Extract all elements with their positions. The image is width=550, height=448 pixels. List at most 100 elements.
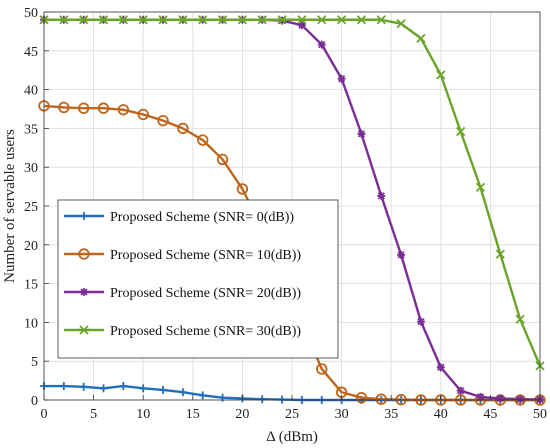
data-point [117, 104, 130, 116]
legend-item: Proposed Scheme (SNR= 30(dB)) [64, 324, 301, 339]
y-tick-label: 45 [24, 45, 38, 60]
legend-marker [78, 248, 90, 260]
y-tick-label: 10 [24, 316, 38, 331]
data-point [198, 391, 207, 400]
data-point [377, 191, 386, 200]
data-point [157, 114, 169, 127]
data-point [317, 40, 326, 49]
legend-label: Proposed Scheme (SNR= 30(dB)) [110, 324, 301, 339]
data-point [316, 363, 328, 375]
data-point [138, 15, 148, 25]
legend-item: Proposed Scheme (SNR= 10(dB)) [64, 248, 301, 263]
data-point [416, 33, 426, 44]
series-layer [38, 15, 546, 406]
data-point [476, 392, 485, 401]
y-tick-label: 0 [31, 394, 38, 409]
data-point [337, 74, 346, 83]
data-point [118, 15, 128, 25]
x-tick-label: 40 [434, 407, 448, 422]
data-point [496, 394, 505, 403]
x-tick-label: 5 [90, 407, 97, 422]
data-point [397, 250, 406, 259]
y-tick-label: 25 [24, 200, 38, 215]
legend-item: Proposed Scheme (SNR= 0(dB)) [64, 210, 294, 225]
x-tick-label: 45 [483, 407, 497, 422]
x-tick-label: 0 [41, 407, 48, 422]
data-point [158, 15, 168, 25]
data-point [416, 317, 425, 326]
data-point [456, 386, 465, 395]
data-point [258, 395, 267, 404]
data-point [297, 15, 307, 25]
data-point [336, 15, 347, 25]
data-point [216, 153, 229, 166]
y-tick-label: 20 [24, 239, 38, 254]
y-tick-label: 40 [24, 84, 38, 99]
data-point [198, 15, 208, 25]
data-point [436, 363, 445, 372]
y-tick-label: 50 [24, 6, 38, 21]
legend-label: Proposed Scheme (SNR= 10(dB)) [110, 248, 301, 263]
data-point [178, 388, 187, 397]
data-point [77, 102, 90, 114]
y-tick-label: 30 [24, 161, 38, 176]
data-point [59, 15, 69, 25]
legend-marker [79, 325, 89, 335]
y-tick-label: 15 [24, 278, 38, 293]
x-tick-label: 15 [186, 407, 200, 422]
data-point [79, 382, 88, 391]
data-point [137, 108, 149, 121]
axis-ticks: 0 5 10 15 20 25 30 35 40 45 50 0 5 10 15 20 25 30 35 40 45 50 [24, 6, 547, 422]
data-point [277, 15, 287, 25]
x-tick-label: 50 [533, 407, 547, 422]
x-tick-label: 20 [235, 407, 249, 422]
legend: Proposed Scheme (SNR= 0(dB)) Proposed Sch… [57, 199, 339, 359]
data-point [178, 15, 188, 25]
legend-box [57, 199, 339, 359]
legend-item: Proposed Scheme (SNR= 20(dB)) [64, 286, 301, 301]
data-point [119, 382, 128, 391]
data-point [237, 15, 248, 25]
data-point [355, 391, 368, 404]
data-point [495, 249, 505, 259]
data-point [99, 384, 108, 393]
series-group [39, 15, 545, 371]
legend-label: Proposed Scheme (SNR= 0(dB)) [110, 210, 294, 225]
data-point [297, 21, 306, 30]
data-point [59, 382, 68, 391]
data-point [396, 19, 406, 29]
x-axis-title: Δ (dBm) [266, 429, 318, 445]
y-axis-title: Number of servable users [2, 129, 18, 283]
x-tick-label: 35 [384, 407, 398, 422]
data-point [317, 15, 327, 25]
data-point [375, 393, 387, 405]
series-line [44, 18, 542, 367]
data-point [58, 101, 70, 114]
data-point [456, 126, 466, 137]
data-point [436, 70, 446, 80]
data-point [97, 102, 110, 114]
x-tick-label: 30 [335, 407, 349, 422]
data-point [257, 15, 267, 25]
data-point [79, 15, 89, 25]
data-point [356, 15, 367, 25]
y-tick-label: 35 [24, 122, 38, 137]
data-point [516, 395, 525, 404]
x-tick-label: 25 [285, 407, 299, 422]
x-tick-label: 10 [136, 407, 150, 422]
data-point [475, 182, 486, 193]
legend-label: Proposed Scheme (SNR= 20(dB)) [110, 286, 301, 301]
legend-marker [80, 288, 88, 296]
data-point [217, 15, 228, 25]
data-point [197, 134, 209, 146]
data-point [177, 122, 189, 135]
data-point [515, 314, 525, 324]
data-point [139, 384, 148, 393]
data-point [236, 183, 249, 195]
y-tick-label: 5 [31, 355, 38, 370]
data-point [98, 15, 109, 25]
data-point [376, 15, 386, 25]
data-point [159, 385, 168, 394]
data-point [357, 129, 366, 138]
